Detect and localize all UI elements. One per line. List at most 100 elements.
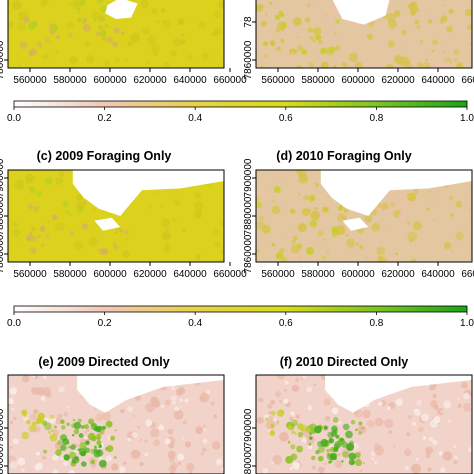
raster-patch [130,449,141,460]
raster-patch [438,451,443,456]
raster-patch [113,456,117,459]
colorbar-tick-label: 0.8 [369,113,383,124]
raster-patch [256,62,261,68]
raster-patch [81,20,86,25]
raster-patch [125,238,129,241]
raster-patch [413,188,419,195]
x-tick-label: 600000 [341,75,375,86]
raster-patch [12,0,22,11]
raster-patch [153,191,157,195]
map-raster [256,0,472,68]
raster-patch [293,235,298,240]
raster-patch [464,197,471,204]
colorbar-tick-label: 1.0 [460,318,474,329]
raster-patch [432,201,440,209]
raster-patch [276,421,280,425]
raster-patch [60,444,67,452]
raster-patch [103,59,111,67]
raster-patch [297,243,303,249]
raster-patch [313,383,317,386]
raster-patch [334,440,342,448]
raster-patch [374,461,378,465]
raster-patch [301,49,308,56]
raster-patch [345,430,353,439]
x-tick-label: 580000 [301,75,335,86]
map-raster [256,170,472,262]
raster-patch [464,8,472,17]
water-area [320,170,472,216]
colorbar-tick-label: 0.0 [7,113,21,124]
map-raster [8,0,224,68]
raster-patch [328,46,336,54]
raster-patch [174,406,180,412]
raster-patch [280,21,287,29]
raster-patch [96,442,99,445]
raster-patch [389,9,393,13]
raster-patch [387,19,398,29]
raster-patch [218,258,223,262]
raster-patch [77,418,82,423]
raster-patch [42,53,49,60]
raster-patch [200,452,204,456]
raster-patch [311,455,316,461]
raster-patch [281,256,288,262]
raster-patch [36,387,45,396]
raster-patch [329,29,336,36]
raster-patch [265,417,269,421]
raster-patch [91,435,97,442]
raster-patch [263,41,269,47]
x-tick-label: 620000 [133,269,167,280]
raster-patch [58,171,65,178]
raster-patch [120,31,125,36]
raster-patch [309,35,314,41]
raster-patch [72,434,75,437]
raster-patch [29,413,37,421]
y-tick-label: 7900000 [0,158,6,197]
raster-patch [467,224,472,231]
raster-patch [160,8,166,13]
raster-patch [153,439,161,447]
raster-patch [125,58,128,61]
raster-patch [55,34,61,40]
raster-patch [86,428,90,433]
y-tick-label: 7900000 [0,408,6,447]
raster-patch [324,4,328,8]
raster-patch [180,33,185,37]
colorbar-tick-label: 0.6 [279,113,293,124]
raster-patch [106,445,114,453]
raster-patch [444,243,449,248]
raster-patch [79,442,87,450]
raster-patch [124,229,129,235]
raster-patch [280,13,284,17]
raster-patch [101,248,109,255]
water-area [105,0,138,19]
raster-patch [33,408,39,415]
raster-patch [68,469,76,474]
raster-patch [278,33,287,42]
raster-patch [27,23,35,30]
raster-patch [410,258,417,262]
raster-patch [310,256,315,261]
raster-patch [332,416,339,423]
raster-patch [114,57,121,63]
raster-patch [35,419,41,425]
colorbar-1: 0.0 0.2 0.4 0.6 0.8 1.0 [7,100,474,124]
raster-patch [127,437,131,442]
raster-patch [173,409,184,420]
raster-patch [184,398,189,403]
raster-patch [21,468,25,473]
colorbar-tick-label: 0.4 [188,113,202,124]
raster-patch [72,456,80,464]
raster-patch [41,386,51,396]
raster-patch [416,24,421,30]
raster-patch [76,193,83,201]
raster-patch [314,232,319,237]
raster-patch [366,420,375,428]
colorbar-tick-label: 1.0 [460,113,474,124]
raster-patch [50,23,59,32]
raster-patch [272,199,276,203]
colorbar-bar [13,305,468,313]
